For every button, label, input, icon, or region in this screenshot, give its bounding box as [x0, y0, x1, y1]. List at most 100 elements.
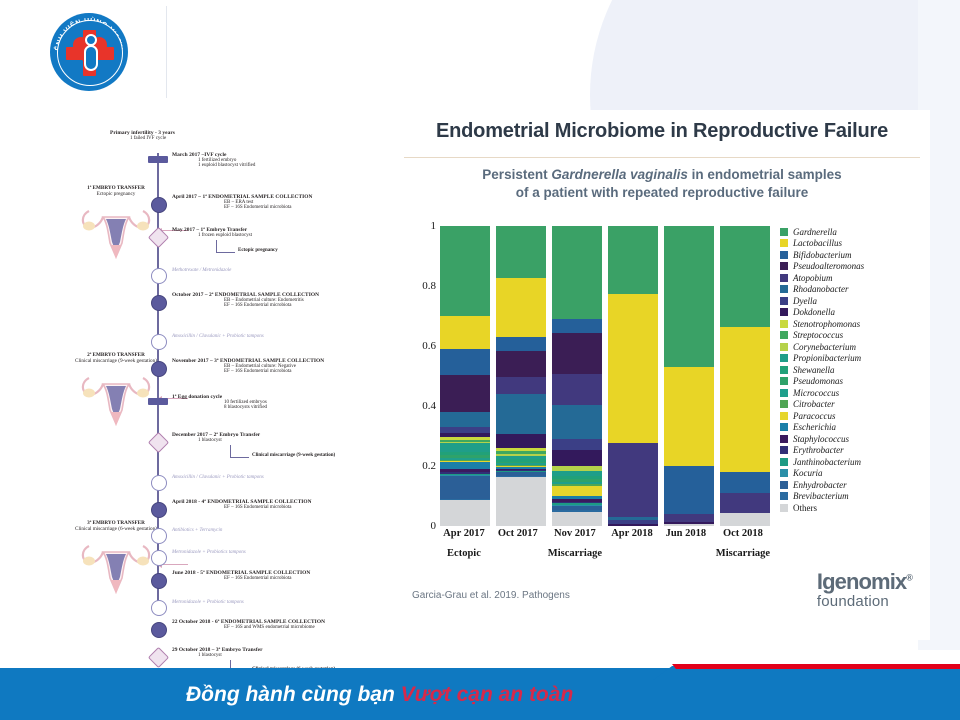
bar-segment: [552, 450, 602, 466]
legend-swatch: [780, 377, 788, 386]
bar-segment: [496, 433, 546, 448]
timeline-marker: [148, 156, 168, 163]
legend-label: Erythrobacter: [793, 445, 844, 456]
bar-segment: [440, 462, 490, 469]
bar-segment: [552, 506, 602, 511]
embryo-transfer-1-title: 1ª EMBRYO TRANSFER: [87, 185, 145, 191]
bar-segment: [496, 393, 546, 434]
embryo-transfer-2-sub: Clinical miscarriage (9-week gestation): [75, 358, 157, 364]
baby-icon: [84, 34, 98, 72]
timeline-treatment: Antibiotics + Terramycin: [172, 528, 223, 533]
igenomix-foundation-logo: Igenomix® foundation: [817, 571, 913, 609]
x-axis-condition-label: [662, 548, 710, 559]
banner-slogan-white: Đồng hành cùng bạn: [186, 683, 395, 706]
legend-item: Brevibacterium: [780, 491, 920, 503]
bar-segment: [496, 463, 546, 465]
title-divider: [404, 157, 920, 158]
x-axis-condition-label: [494, 548, 542, 559]
legend-label: Escherichia: [793, 422, 836, 433]
bar-segment: [608, 520, 658, 524]
bar-segment: [664, 521, 714, 524]
timeline-event-line: EF – 16S Endometrial microbiota: [224, 205, 292, 210]
timeline-event-line: EF – 16S Endometrial microbiota: [224, 576, 292, 581]
bar-segment: [552, 226, 602, 319]
stacked-bar: [552, 226, 602, 526]
timeline-event: June 2018 - 5ª ENDOMETRIAL SAMPLE COLLEC…: [172, 570, 310, 581]
legend-label: Shewanella: [793, 364, 835, 375]
bar-segment: [552, 332, 602, 375]
x-axis-column: Jun 2018: [662, 528, 710, 559]
legend-swatch: [780, 227, 788, 236]
legend-label: Propionibacterium: [793, 353, 862, 364]
bar-segment: [552, 481, 602, 485]
legend-swatch: [780, 365, 788, 374]
legend-label: Lactobacillus: [793, 238, 842, 249]
legend-label: Gardnerella: [793, 226, 837, 237]
x-axis-date-label: Oct 2017: [497, 528, 538, 539]
bar-segment: [496, 447, 546, 451]
bar-segment: [496, 469, 546, 471]
bar-segment: [720, 326, 770, 472]
bar-segment: [440, 461, 490, 463]
timeline-treatment: Metronidazole + Probiotic tampons: [172, 600, 244, 605]
timeline-treatment: Metronidazole + Probiotics tampons: [172, 550, 246, 555]
legend-swatch: [780, 342, 788, 351]
bar-segment: [440, 468, 490, 472]
y-axis-tick: 1: [430, 220, 437, 232]
legend-swatch: [780, 308, 788, 317]
legend-item: Atopobium: [780, 272, 920, 284]
uterus-illustration-2: 2ª EMBRYO TRANSFER Clinical miscarriage …: [72, 352, 160, 428]
y-axis-ticks: 0 0.2 0.4 0.6 0.8 1: [412, 220, 436, 532]
logo-container: BỆNH VIỆN HÙNG VƯƠNG THÀNH PHỐ HỒ CHÍ MI…: [36, 6, 167, 98]
logo-inner-disc: [57, 20, 123, 86]
timeline-branch-connector: [230, 445, 249, 458]
legend-label: Kocuria: [793, 468, 823, 479]
legend-label: Janthinobacterium: [793, 456, 861, 467]
bar-segment: [440, 439, 490, 442]
legend-item: Pseudoalteromonas: [780, 261, 920, 273]
bar-segment: [552, 318, 602, 333]
uterus-illustration-3: 3ª EMBRYO TRANSFER Clinical miscarriage …: [72, 520, 160, 596]
bar-segment: [496, 278, 546, 337]
legend-label: Bifidobacterium: [793, 249, 852, 260]
legend-label: Corynebacterium: [793, 341, 856, 352]
bar-segment: [664, 466, 714, 514]
legend-label: Dyella: [793, 295, 817, 306]
bar-segment: [720, 512, 770, 526]
timeline-marker: [151, 573, 167, 589]
y-axis-tick: 0.2: [422, 460, 436, 472]
x-axis-date-label: Jun 2018: [665, 528, 707, 539]
timeline-marker: [151, 475, 167, 491]
subtitle-species: Gardnerella vaginalis: [551, 167, 688, 182]
timeline-marker: [151, 334, 167, 350]
hospital-logo-icon: BỆNH VIỆN HÙNG VƯƠNG THÀNH PHỐ HỒ CHÍ MI…: [50, 13, 128, 91]
bar-segment: [440, 459, 490, 462]
legend-swatch: [780, 250, 788, 259]
legend-item: Lactobacillus: [780, 238, 920, 250]
bar-segment: [720, 493, 770, 513]
bar-segment: [552, 465, 602, 472]
bar-segment: [552, 501, 602, 504]
x-axis-condition-label: Miscarriage: [715, 548, 771, 559]
timeline-treatment: Amoxicillin / Clavulanic + Probiotic tam…: [172, 475, 264, 480]
x-axis-condition-label: Miscarriage: [547, 548, 603, 559]
bar-segment: [552, 499, 602, 502]
bar-segment: [496, 459, 546, 462]
bar-segment: [496, 450, 546, 454]
timeline-branch-connector: [216, 240, 235, 253]
timeline-event-title: June 2018 - 5ª ENDOMETRIAL SAMPLE COLLEC…: [172, 570, 311, 576]
bar-segment: [440, 412, 490, 427]
x-axis-column: Nov 2017 Miscarriage: [548, 528, 602, 559]
legend-item: Others: [780, 502, 920, 514]
uterus-diagram-icon: [81, 545, 151, 595]
timeline-marker: [147, 431, 170, 454]
embryo-transfer-3-title: 3ª EMBRYO TRANSFER: [87, 520, 145, 526]
x-axis-condition-label: Ectopic: [447, 548, 481, 559]
timeline-event-title: 1ª Egg donation cycle: [172, 394, 223, 400]
bar-segment: [664, 367, 714, 466]
legend-swatch: [780, 319, 788, 328]
bar-segment: [440, 349, 490, 375]
timeline-header-title: Primary infertility - 3 years: [110, 130, 175, 136]
timeline-event-line: EB – Endometrial culture: Endometritis: [224, 298, 304, 303]
bar-segment: [552, 511, 602, 526]
